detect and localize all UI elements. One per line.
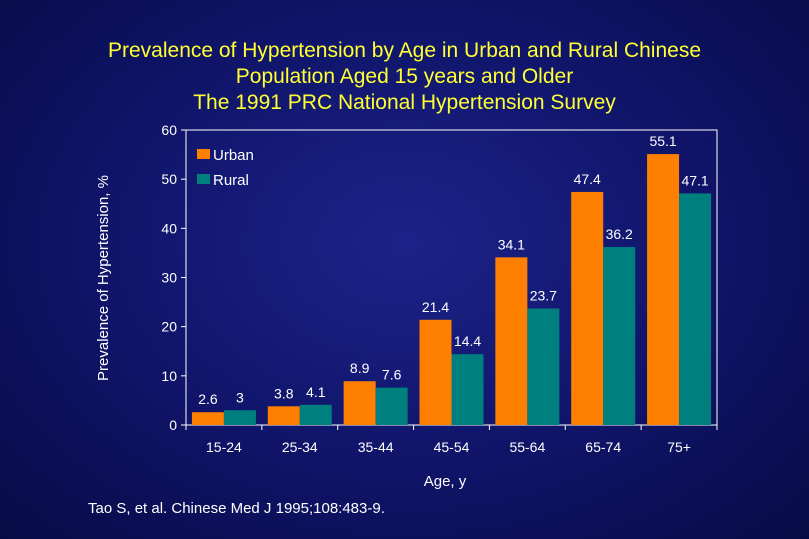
x-tick-label: 65-74 [585,439,621,455]
bar-label-rural: 3 [236,389,244,405]
bar-urban [191,412,224,425]
y-tick-label: 0 [169,417,177,433]
bar-urban [343,381,376,425]
bar-label-urban: 8.9 [350,360,370,376]
bar-label-rural: 36.2 [606,226,633,242]
bar-label-rural: 23.7 [530,287,557,303]
bar-label-urban: 21.4 [422,299,449,315]
bar-urban [495,257,528,425]
title-line-3: The 1991 PRC National Hypertension Surve… [193,91,616,114]
legend-label-rural: Rural [213,172,249,189]
bar-rural [375,387,408,425]
bar-rural [451,354,484,425]
y-tick-label: 10 [161,368,177,384]
legend-swatch-rural [197,174,210,184]
citation: Tao S, et al. Chinese Med J 1995;108:483… [88,500,385,517]
bar-label-rural: 14.4 [454,333,481,349]
y-tick-label: 60 [161,122,177,138]
bar-rural [603,247,636,425]
chart-title: Prevalence of Hypertension by Age in Urb… [0,38,809,116]
x-axis-title: Age, y [424,473,467,490]
y-tick-label: 40 [161,220,177,236]
x-tick-label: 45-54 [434,439,470,455]
title-line-1: Prevalence of Hypertension by Age in Urb… [107,39,701,62]
bar-label-rural: 4.1 [306,384,326,400]
x-tick-label: 25-34 [282,439,318,455]
bar-label-urban: 2.6 [198,391,218,407]
x-tick-label: 35-44 [358,439,394,455]
bar-label-urban: 55.1 [649,133,676,149]
bar-rural [223,410,256,425]
bar-rural [299,404,332,425]
legend: Urban Rural [197,147,254,189]
bar-label-rural: 47.1 [681,172,708,188]
legend-label-urban: Urban [213,147,254,164]
y-tick-label: 20 [161,319,177,335]
title-line-2: Population Aged 15 years and Older [235,65,574,88]
bar-label-rural: 7.6 [382,367,402,383]
y-tick-label: 50 [161,171,177,187]
x-tick-label: 75+ [667,439,691,455]
bar-label-urban: 3.8 [274,385,294,401]
legend-swatch-urban [197,149,210,159]
bar-rural [679,193,712,425]
x-tick-label: 55-64 [509,439,545,455]
bar-urban [647,154,680,425]
bar-urban [419,319,452,425]
bar-label-urban: 34.1 [498,236,525,252]
bar-label-urban: 47.4 [574,171,601,187]
bar-urban [571,191,604,425]
y-tick-label: 30 [161,270,177,286]
bar-rural [527,308,560,425]
y-axis-title: Prevalence of Hypertension, % [95,175,112,381]
bar-urban [267,406,300,425]
x-tick-label: 15-24 [206,439,242,455]
